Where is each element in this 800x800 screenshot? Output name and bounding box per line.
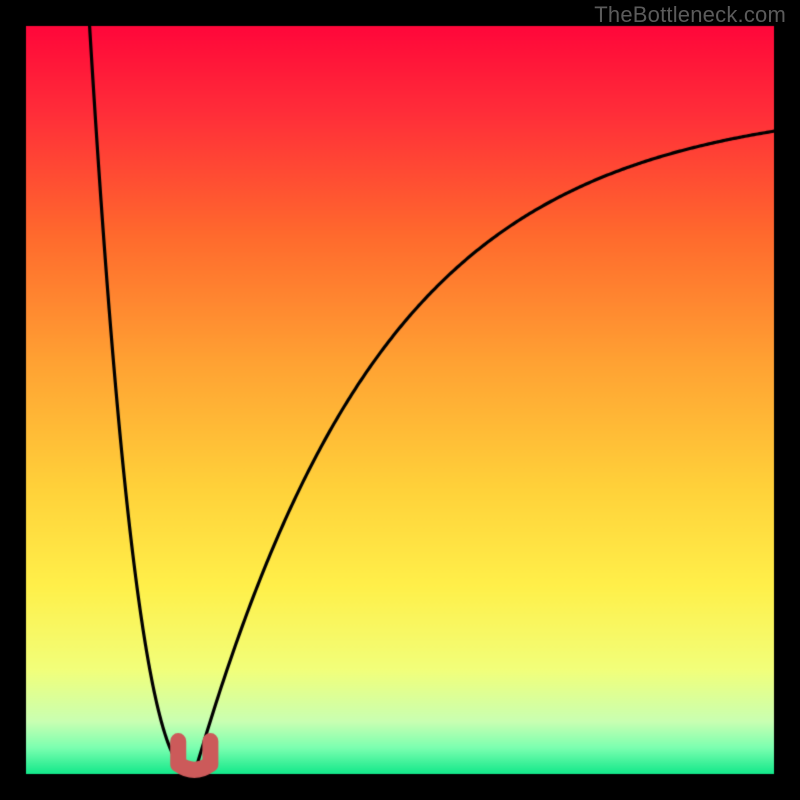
chart-stage: TheBottleneck.com: [0, 0, 800, 800]
watermark-text: TheBottleneck.com: [594, 2, 786, 28]
bottleneck-chart-canvas: [0, 0, 800, 800]
